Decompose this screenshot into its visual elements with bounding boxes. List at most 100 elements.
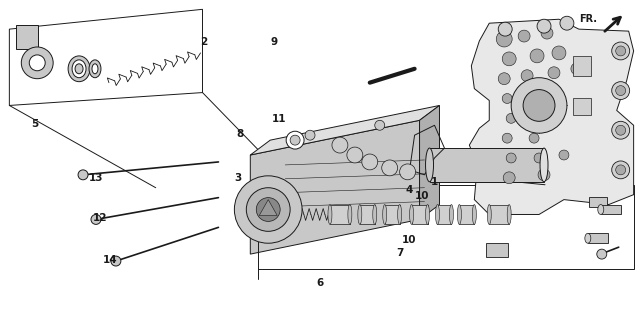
Bar [573,98,591,115]
Circle shape [612,82,630,100]
Text: 3: 3 [235,173,242,183]
Circle shape [381,160,397,176]
Circle shape [571,63,583,75]
Text: 14: 14 [102,255,117,265]
Ellipse shape [458,205,461,224]
Bar [330,205,350,224]
Ellipse shape [507,205,511,224]
Bar [17,25,38,49]
Circle shape [21,47,53,79]
Circle shape [347,147,363,163]
Circle shape [552,88,562,98]
Ellipse shape [487,205,492,224]
Circle shape [552,46,566,60]
Bar [573,56,591,76]
Text: 12: 12 [93,213,108,223]
Text: 9: 9 [271,37,278,46]
Bar [429,148,544,182]
Circle shape [616,165,626,175]
Circle shape [596,249,607,259]
Circle shape [541,27,553,39]
Circle shape [560,16,574,30]
Polygon shape [259,200,277,216]
Circle shape [616,46,626,56]
Circle shape [111,256,121,266]
Ellipse shape [372,205,377,224]
Polygon shape [469,19,634,214]
Text: 10: 10 [415,191,429,201]
Text: 11: 11 [271,114,286,124]
Polygon shape [250,105,440,155]
Circle shape [506,113,516,123]
Ellipse shape [89,60,101,78]
Ellipse shape [348,205,352,224]
Ellipse shape [68,56,90,82]
Ellipse shape [435,205,440,224]
Circle shape [506,153,516,163]
Polygon shape [420,105,440,219]
Ellipse shape [397,205,402,224]
Ellipse shape [383,205,387,224]
Text: 4: 4 [406,185,413,195]
Bar [486,243,508,257]
Circle shape [523,90,555,121]
Circle shape [616,125,626,135]
Circle shape [332,137,348,153]
Circle shape [530,49,544,63]
Bar [589,197,607,207]
Bar [460,205,474,224]
Circle shape [612,121,630,139]
Circle shape [498,73,510,85]
Text: 1: 1 [431,177,438,187]
Circle shape [537,19,551,33]
Circle shape [511,78,567,133]
Circle shape [502,94,512,104]
Ellipse shape [449,205,453,224]
Circle shape [559,150,569,160]
Bar [360,205,375,224]
Text: 8: 8 [237,129,244,139]
Text: 2: 2 [200,37,207,46]
Ellipse shape [92,64,98,74]
Circle shape [529,90,539,100]
Circle shape [256,197,280,222]
Circle shape [498,22,512,36]
Circle shape [496,31,512,47]
Circle shape [612,42,630,60]
Ellipse shape [426,148,433,182]
Circle shape [538,169,550,181]
Ellipse shape [75,64,83,74]
Circle shape [534,110,544,120]
Circle shape [502,52,516,66]
Ellipse shape [72,60,86,78]
Text: 5: 5 [31,119,38,129]
Ellipse shape [540,148,548,182]
Circle shape [518,30,530,42]
Circle shape [612,161,630,179]
Bar [601,205,621,214]
Bar [412,205,428,224]
Circle shape [246,188,290,231]
Text: 13: 13 [88,173,103,183]
Ellipse shape [426,205,429,224]
Circle shape [29,55,45,71]
Ellipse shape [410,205,413,224]
Circle shape [286,131,304,149]
Ellipse shape [598,205,604,214]
Circle shape [534,153,544,163]
Ellipse shape [472,205,476,224]
Text: 7: 7 [396,248,403,258]
Ellipse shape [358,205,362,224]
Text: 10: 10 [402,235,417,245]
Circle shape [78,170,88,180]
Text: FR.: FR. [579,14,596,24]
Circle shape [375,120,385,130]
Polygon shape [250,120,420,254]
Circle shape [502,133,512,143]
Bar [438,205,451,224]
Circle shape [521,70,533,82]
Circle shape [616,85,626,95]
Circle shape [362,154,378,170]
Ellipse shape [328,205,332,224]
Bar [489,205,509,224]
